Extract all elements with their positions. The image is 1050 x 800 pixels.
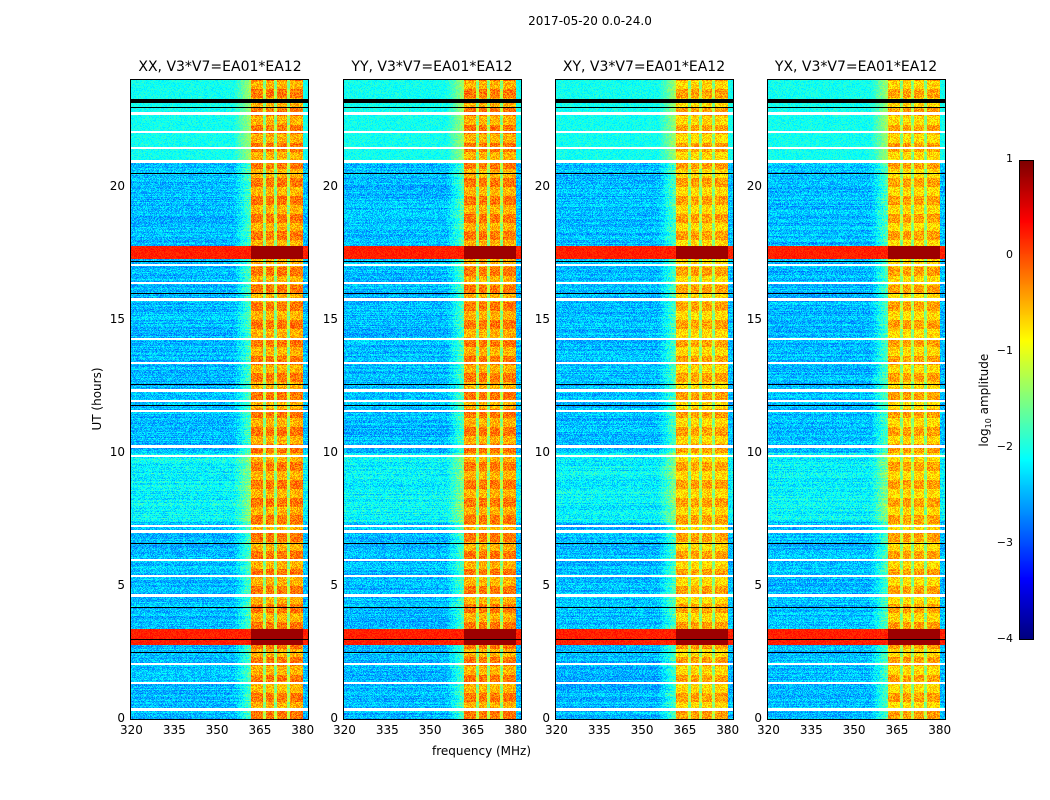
x-tick-label: 380 xyxy=(291,723,315,737)
y-tick-label: 10 xyxy=(746,444,762,459)
panel-title-xx: XX, V3*V7=EA01*EA12 xyxy=(138,59,302,75)
x-tick-label: 335 xyxy=(587,723,611,737)
x-tick-label: 365 xyxy=(248,723,272,737)
spectrogram-image xyxy=(131,80,308,719)
y-tick-label: 5 xyxy=(754,577,762,592)
x-tick-label: 320 xyxy=(757,723,780,737)
colorbar-label-rest: amplitude xyxy=(976,353,991,419)
x-tick-label: 365 xyxy=(885,723,909,737)
x-tick-label: 335 xyxy=(799,723,823,737)
spectrogram-panel-yy xyxy=(343,79,522,720)
colorbar-tick-label: 0 xyxy=(1006,248,1013,261)
colorbar-gradient xyxy=(1020,161,1033,639)
y-tick-label: 15 xyxy=(109,311,125,326)
y-tick-label: 0 xyxy=(330,711,338,725)
y-tick-label: 0 xyxy=(754,711,762,725)
y-tick-label: 20 xyxy=(534,178,550,193)
colorbar xyxy=(1019,160,1034,640)
x-tick-label: 380 xyxy=(928,723,952,737)
x-tick-label: 320 xyxy=(120,723,143,737)
y-tick-label: 20 xyxy=(746,178,762,193)
x-tick-label: 335 xyxy=(162,723,186,737)
x-tick-label: 365 xyxy=(461,723,485,737)
x-axis-label: frequency (MHz) xyxy=(432,744,532,758)
spectrogram-image xyxy=(556,80,733,719)
x-tick-label: 350 xyxy=(630,723,654,737)
y-tick-label: 5 xyxy=(542,577,550,592)
x-tick-label: 350 xyxy=(842,723,866,737)
x-tick-label: 350 xyxy=(418,723,442,737)
panel-title-yx: YX, V3*V7=EA01*EA12 xyxy=(774,59,938,75)
y-tick-label: 0 xyxy=(117,711,125,725)
x-tick-label: 380 xyxy=(504,723,528,737)
spectrogram-image xyxy=(768,80,945,719)
spectrogram-panel-xx xyxy=(130,79,309,720)
panel-title-xy: XY, V3*V7=EA01*EA12 xyxy=(562,59,726,75)
x-tick-label: 350 xyxy=(205,723,229,737)
y-tick-label: 20 xyxy=(322,178,338,193)
spectrogram-panel-xy xyxy=(555,79,734,720)
colorbar-label-log: log xyxy=(976,428,991,447)
colorbar-label-sub: 10 xyxy=(984,418,994,429)
colorbar-tick-label: −2 xyxy=(996,440,1013,453)
y-tick-label: 5 xyxy=(117,577,125,592)
y-tick-label: 0 xyxy=(542,711,550,725)
y-tick-label: 20 xyxy=(109,178,125,193)
y-tick-label: 15 xyxy=(322,311,338,326)
spectrogram-panel-yx xyxy=(767,79,946,720)
y-axis-label: UT (hours) xyxy=(90,367,104,431)
x-tick-label: 380 xyxy=(716,723,740,737)
panel-title-yy: YY, V3*V7=EA01*EA12 xyxy=(351,59,513,75)
y-tick-label: 5 xyxy=(330,577,338,592)
colorbar-tick-label: −4 xyxy=(996,632,1013,645)
colorbar-tick-label: 1 xyxy=(1006,152,1013,165)
y-tick-label: 10 xyxy=(109,444,125,459)
colorbar-tick-label: −1 xyxy=(996,344,1013,357)
y-tick-label: 10 xyxy=(322,444,338,459)
spectrogram-image xyxy=(344,80,521,719)
x-tick-label: 320 xyxy=(333,723,356,737)
x-tick-label: 365 xyxy=(673,723,697,737)
figure-title: 2017-05-20 0.0-24.0 xyxy=(528,14,652,28)
y-tick-label: 10 xyxy=(534,444,550,459)
y-tick-label: 15 xyxy=(746,311,762,326)
colorbar-label: log10 amplitude xyxy=(977,345,993,455)
colorbar-tick-label: −3 xyxy=(996,536,1013,549)
x-tick-label: 335 xyxy=(375,723,399,737)
y-tick-label: 15 xyxy=(534,311,550,326)
x-tick-label: 320 xyxy=(545,723,568,737)
